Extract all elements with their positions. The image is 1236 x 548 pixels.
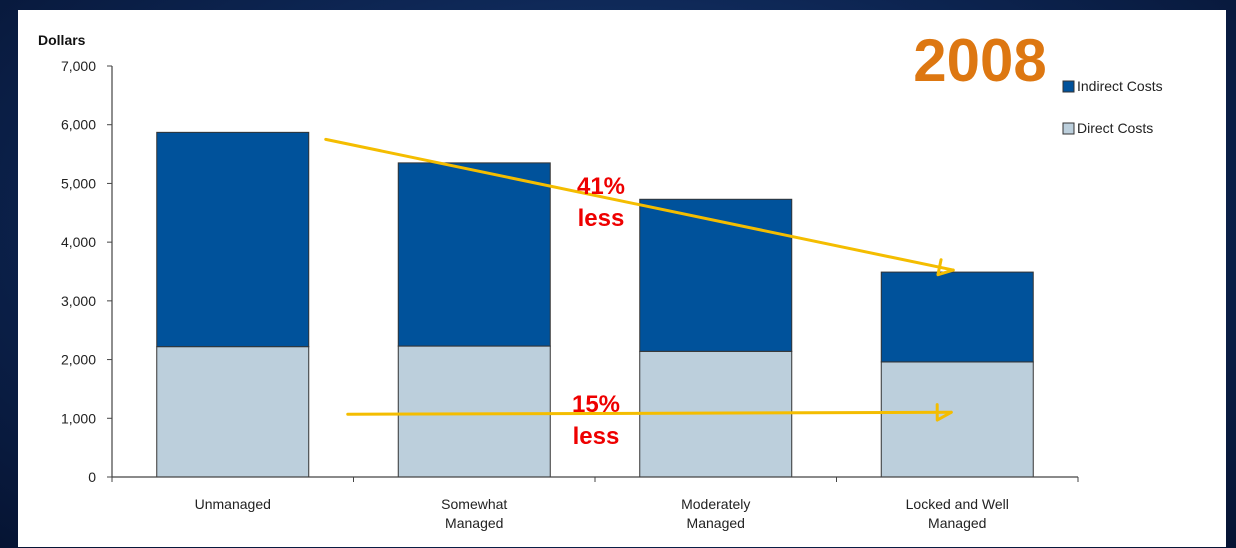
arrow-total-costs xyxy=(324,137,955,272)
y-tick-label: 6,000 xyxy=(61,117,96,133)
y-tick-label: 1,000 xyxy=(61,410,96,426)
bar-indirect-costs xyxy=(639,198,793,352)
annotation-text: 15% xyxy=(572,391,620,418)
bar-direct-costs xyxy=(397,345,551,478)
y-tick-label: 7,000 xyxy=(61,58,96,74)
annotation-text: less xyxy=(573,423,620,450)
x-category-label: Managed xyxy=(928,515,986,531)
bar-indirect-costs xyxy=(397,162,551,347)
year-title: 2008 xyxy=(913,27,1046,94)
x-category-label: Managed xyxy=(687,515,745,531)
y-tick-label: 2,000 xyxy=(61,352,96,368)
legend-label: Direct Costs xyxy=(1077,120,1153,136)
annotation-text: 41% xyxy=(577,173,625,200)
x-category-label: Locked and Well xyxy=(906,496,1009,512)
arrow-total-costs-head xyxy=(936,258,955,277)
x-category-label: Unmanaged xyxy=(195,496,271,512)
y-tick-label: 4,000 xyxy=(61,234,96,250)
y-tick-label: 0 xyxy=(88,469,96,485)
bar-indirect-costs xyxy=(156,131,310,348)
arrow-direct-costs-head xyxy=(935,403,953,422)
bar-direct-costs xyxy=(156,346,310,478)
x-category-label: Managed xyxy=(445,515,503,531)
y-tick-label: 3,000 xyxy=(61,293,96,309)
x-category-label: Moderately xyxy=(681,496,750,512)
y-axis-title: Dollars xyxy=(38,32,86,48)
legend-swatch xyxy=(1062,122,1075,135)
legend-label: Indirect Costs xyxy=(1077,78,1163,94)
bar-indirect-costs xyxy=(880,271,1034,363)
arrow-direct-costs xyxy=(346,410,953,416)
bar-direct-costs xyxy=(880,361,1034,478)
x-category-label: Somewhat xyxy=(441,496,507,512)
legend-swatch xyxy=(1062,80,1075,93)
y-tick-label: 5,000 xyxy=(61,175,96,191)
annotation-text: less xyxy=(578,205,625,232)
